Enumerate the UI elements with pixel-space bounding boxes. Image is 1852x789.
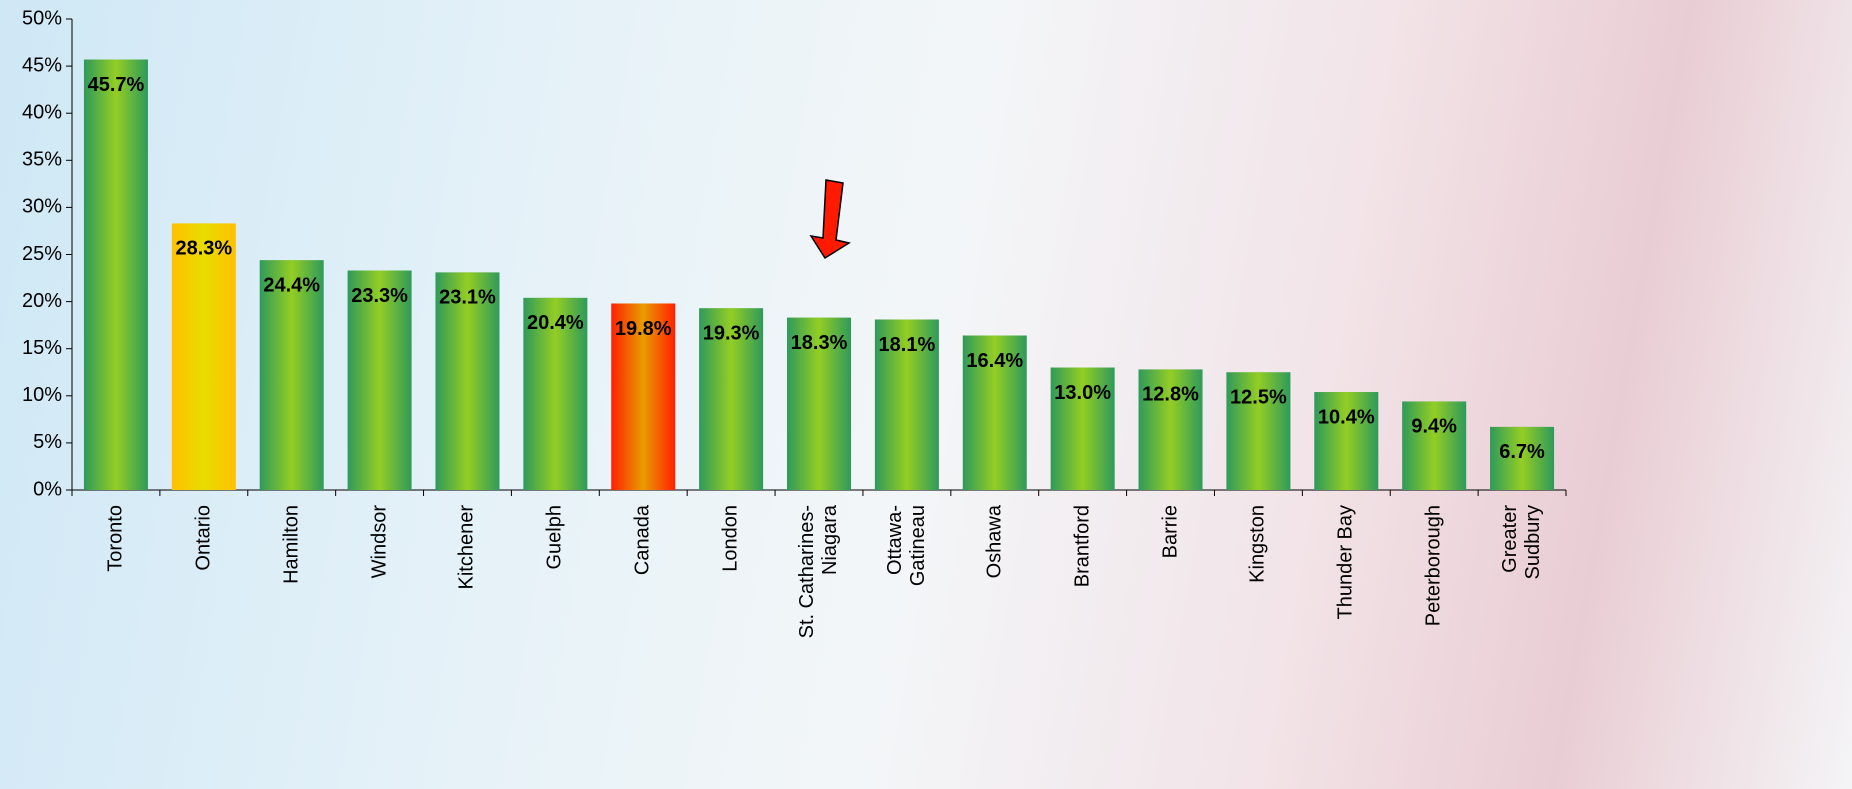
x-tick-label: Thunder Bay <box>1334 505 1357 620</box>
bar-shine <box>699 308 764 490</box>
x-tick-label: Greater Sudbury <box>1499 505 1545 580</box>
x-tick-label: Toronto <box>104 505 127 572</box>
y-tick-label: 10% <box>22 384 62 406</box>
data-label: 19.3% <box>703 322 760 344</box>
y-tick-label: 0% <box>33 478 62 500</box>
x-tick-label: Ontario <box>192 505 215 571</box>
bar-shine <box>1050 367 1115 490</box>
x-tick-label: Kitchener <box>455 505 478 590</box>
bar-shine <box>171 223 236 490</box>
bar-shine <box>611 303 676 490</box>
y-tick-label: 20% <box>22 290 62 312</box>
bar-shine <box>962 335 1027 490</box>
data-label: 19.8% <box>615 318 672 340</box>
data-label: 9.4% <box>1411 416 1457 438</box>
bar-shine <box>347 270 412 490</box>
x-tick-label: Windsor <box>368 505 391 579</box>
x-tick-label: Barrie <box>1159 505 1182 559</box>
data-label: 18.1% <box>879 334 936 356</box>
y-tick-label: 15% <box>22 337 62 359</box>
bar-shine <box>787 317 851 490</box>
arrow <box>809 179 851 260</box>
y-tick-label: 30% <box>22 196 62 218</box>
y-tick-label: 45% <box>22 54 62 76</box>
data-label: 23.3% <box>351 285 408 307</box>
data-label: 24.4% <box>263 274 320 296</box>
data-label: 16.4% <box>966 350 1023 372</box>
bar-shine <box>1226 372 1291 490</box>
bar-shine <box>523 297 588 490</box>
y-tick-label: 25% <box>22 243 62 265</box>
y-tick-label: 5% <box>33 431 62 453</box>
data-label: 20.4% <box>527 312 584 334</box>
data-label: 23.1% <box>439 287 496 309</box>
data-label: 12.5% <box>1230 387 1287 409</box>
y-tick-label: 50% <box>22 7 62 29</box>
y-tick-label: 40% <box>22 101 62 123</box>
bar-shine <box>1402 401 1467 490</box>
x-tick-label: Oshawa <box>983 505 1006 579</box>
x-tick-label: London <box>719 505 742 572</box>
x-tick-label: Guelph <box>543 505 566 570</box>
x-tick-label: Ottawa- Gatineau <box>883 505 929 587</box>
data-label: 12.8% <box>1142 384 1199 406</box>
x-tick-label: Peterborough <box>1422 505 1445 627</box>
bar-shine <box>1138 369 1203 490</box>
data-label: 10.4% <box>1318 406 1375 428</box>
data-label: 18.3% <box>791 332 848 354</box>
bar-shine <box>435 272 500 490</box>
bar-shine <box>1490 426 1555 490</box>
x-tick-label: Brantford <box>1071 505 1094 588</box>
bar-shine <box>259 260 324 490</box>
x-tick-label: Hamilton <box>280 505 303 584</box>
bar-shine <box>1314 392 1379 490</box>
data-label: 28.3% <box>175 238 232 260</box>
x-tick-label: Canada <box>631 505 654 576</box>
data-label: 6.7% <box>1499 441 1545 463</box>
y-tick-label: 35% <box>22 149 62 171</box>
bar-shine <box>874 319 939 490</box>
x-tick-label: Kingston <box>1246 505 1269 583</box>
data-label: 13.0% <box>1054 382 1111 404</box>
data-label: 45.7% <box>88 74 145 96</box>
bar-shine <box>83 59 148 490</box>
x-tick-label: St. Catharines- Niagara <box>796 505 841 639</box>
